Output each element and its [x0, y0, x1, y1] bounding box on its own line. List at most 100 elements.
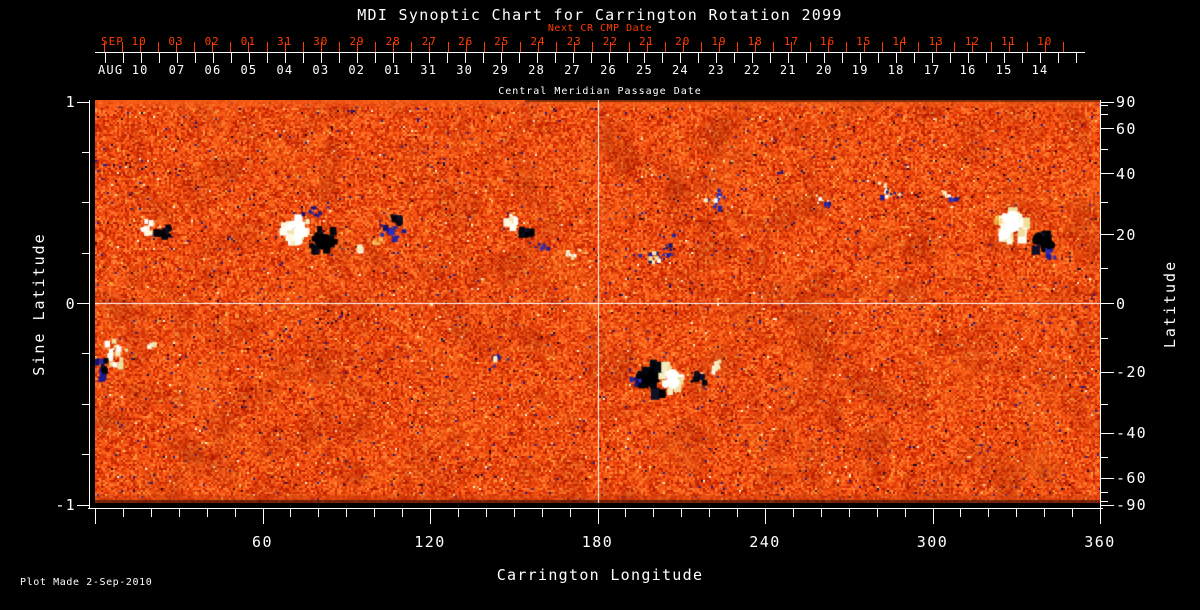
bottom-axis-major-tick	[430, 509, 431, 524]
bottom-axis-minor-tick	[1016, 509, 1018, 517]
next-cr-tick	[682, 42, 684, 52]
next-cr-tick	[338, 42, 340, 52]
left-axis-minor-tick	[82, 151, 89, 153]
next-cr-tick	[755, 42, 757, 52]
bottom-axis-major-tick	[765, 509, 766, 524]
next-cr-tick	[284, 42, 286, 52]
right-axis-minor-tick	[1101, 501, 1108, 503]
bottom-axis-minor-tick	[1072, 509, 1074, 517]
next-cr-tick	[212, 42, 214, 52]
bottom-axis-minor-tick	[792, 509, 794, 517]
cmp-tick	[230, 53, 232, 63]
next-cr-day-label: 19	[702, 35, 736, 48]
next-cr-tick	[791, 42, 793, 52]
left-axis-minor-tick	[82, 403, 89, 405]
next-cr-day-label: 16	[811, 35, 845, 48]
next-cr-tick	[320, 42, 322, 52]
cmp-tick	[338, 53, 340, 63]
right-axis-major-tick	[1101, 432, 1114, 434]
right-axis-major-tick	[1101, 477, 1114, 479]
next-cr-tick	[139, 42, 141, 52]
next-cr-tick	[1026, 42, 1028, 52]
next-cr-tick	[954, 42, 956, 52]
bottom-axis-minor-tick	[457, 509, 459, 517]
next-cr-tick	[103, 42, 105, 52]
right-axis-major-tick	[1101, 303, 1114, 304]
next-cr-tick	[809, 42, 811, 52]
cmp-day-label: 22	[743, 63, 761, 77]
next-cr-day-label: 22	[593, 35, 627, 48]
cmp-day-label: 27	[564, 63, 581, 77]
cmp-tick	[482, 53, 484, 63]
next-cr-tick	[990, 42, 992, 52]
next-cr-tick	[881, 42, 883, 52]
bottom-axis-minor-tick	[653, 509, 655, 517]
cmp-tick	[788, 53, 790, 63]
right-axis-major-tick	[1101, 234, 1114, 236]
cmp-tick	[123, 53, 125, 63]
next-cr-tick	[574, 42, 576, 52]
cmp-tick	[410, 53, 412, 63]
left-axis-tick-label: 0	[65, 294, 76, 313]
next-cr-tick	[610, 42, 612, 52]
cmp-day-label: 17	[923, 63, 941, 77]
bottom-axis-minor-tick	[234, 509, 236, 517]
left-axis-major-tick	[77, 101, 89, 103]
cmp-tick	[159, 53, 161, 63]
bottom-axis-minor-tick	[318, 509, 320, 517]
cmp-tick	[806, 53, 808, 63]
cmp-tick	[212, 53, 214, 63]
cmp-day-label: 14	[1031, 63, 1049, 77]
cmp-axis-title: Central Meridian Passage Date	[498, 86, 702, 97]
cmp-day-label: 26	[600, 63, 617, 77]
top-axis-line	[95, 52, 1085, 53]
right-axis-tick-label: 0	[1116, 294, 1127, 313]
bottom-axis-minor-tick	[988, 509, 990, 517]
cmp-tick	[536, 53, 538, 63]
bottom-axis-minor-tick	[569, 509, 571, 517]
next-cr-day-label: 17	[774, 35, 808, 48]
next-cr-tick	[1062, 42, 1064, 52]
next-cr-tick	[483, 42, 485, 52]
next-cr-tick	[936, 42, 938, 52]
cmp-tick	[446, 53, 448, 63]
right-axis-tick-label: -60	[1116, 469, 1147, 487]
next-cr-day-label: 11	[992, 35, 1026, 48]
bottom-axis-minor-tick	[374, 509, 376, 517]
next-cr-tick	[592, 42, 594, 52]
cmp-day-label: 06	[204, 63, 222, 77]
bottom-axis-major-tick	[932, 509, 934, 524]
cmp-tick	[105, 53, 107, 63]
next-cr-tick	[519, 42, 521, 52]
cmp-tick	[554, 53, 556, 63]
bottom-axis-tick-label: 300	[916, 533, 949, 551]
cmp-day-label: 29	[492, 63, 510, 77]
next-cr-tick	[664, 42, 666, 52]
left-axis-tick-label: -1	[55, 496, 76, 514]
next-cr-day-label: 03	[159, 35, 193, 48]
next-cr-day-label: 10	[1028, 35, 1062, 48]
cmp-tick	[1004, 53, 1006, 63]
cmp-day-label: 23	[707, 63, 725, 77]
cmp-day-label: 24	[672, 63, 689, 77]
cmp-tick	[428, 53, 430, 63]
next-cr-day-label: 14	[883, 35, 917, 48]
cmp-day-label: 02	[348, 63, 366, 77]
next-cr-tick	[628, 42, 630, 52]
right-axis-minor-tick	[1101, 268, 1108, 269]
next-cr-tick	[230, 42, 232, 52]
bottom-axis-major-tick	[95, 509, 96, 524]
right-axis-tick-label: 60	[1116, 119, 1137, 138]
next-cr-tick	[700, 42, 702, 52]
left-axis-minor-tick	[82, 353, 89, 355]
right-axis-minor-tick	[1101, 202, 1108, 204]
left-axis-line	[89, 100, 90, 509]
bottom-axis-minor-tick	[709, 509, 711, 517]
next-cr-tick	[719, 42, 720, 52]
sine-latitude-axis-title: Sine Latitude	[30, 232, 48, 376]
left-axis-major-tick	[77, 303, 89, 304]
right-axis-minor-tick	[1101, 148, 1108, 150]
next-cr-tick	[411, 42, 413, 52]
next-cr-day-label: 12	[955, 35, 989, 48]
right-axis-minor-tick	[1101, 403, 1108, 405]
